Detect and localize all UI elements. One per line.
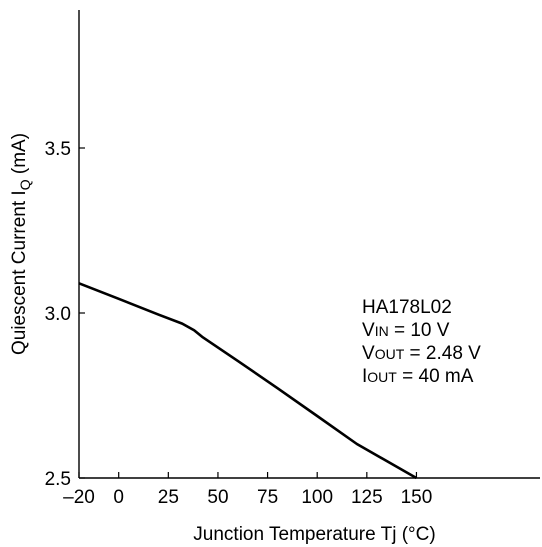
ticks: –20 0 25 50 75 100 125 150 2.5 3.0 3.5 [45,139,433,508]
y-tick-label: 3.5 [45,139,71,160]
x-axis-title: Junction Temperature Tj (°C) [193,524,435,545]
annotation-rest: = 2.48 V [404,343,481,364]
x-tick-label: 75 [257,487,278,508]
annotation-main: V [362,320,375,341]
y-axis-title-unit: (mA) [9,133,30,179]
series-line [78,282,418,480]
x-tick-label: 0 [113,487,124,508]
y-axis-title: Quiescent Current IQ (mA) [9,133,33,355]
x-tick-label: 100 [301,487,333,508]
x-tick-label: 50 [207,487,228,508]
annotation-line: VOUT = 2.48 V [362,343,481,364]
y-tick-label: 3.0 [45,304,71,325]
y-axis-title-sub: Q [17,179,33,190]
x-tick-label: 125 [351,487,383,508]
x-tick-label: 25 [158,487,179,508]
annotation-rest: = 10 V [389,320,450,341]
annotation-rest: = 40 mA [397,366,474,387]
annotation-main: I [362,366,367,387]
annotation-sub: OUT [375,346,405,362]
annotation-main: HA178L02 [362,297,452,318]
annotation-line: HA178L02 [362,297,452,318]
x-tick-label: 150 [401,487,433,508]
series-group [78,282,418,480]
annotation-sub: OUT [367,369,397,385]
x-tick-label: –20 [63,487,95,508]
annotation-main: V [362,343,375,364]
annotation-line: VIN = 10 V [362,320,450,341]
annotation-line: IOUT = 40 mA [362,366,474,387]
y-axis-title-main: Quiescent Current I [9,190,30,355]
y-tick-label: 2.5 [45,469,71,490]
axes [78,10,540,479]
annotation-sub: IN [375,323,389,339]
